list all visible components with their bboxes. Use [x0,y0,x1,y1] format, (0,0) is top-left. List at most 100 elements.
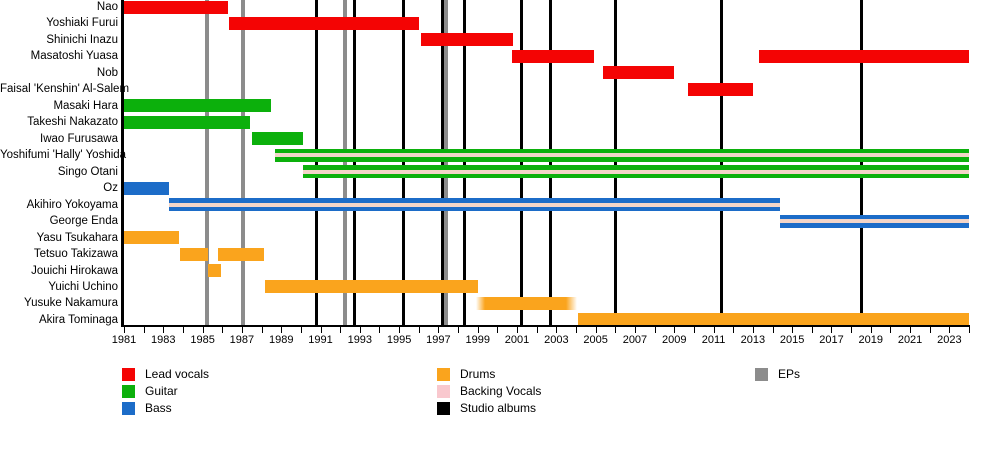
legend-label: Backing Vocals [460,384,542,398]
x-axis-tick-label: 2019 [858,334,883,346]
timeline-bar-bass [169,198,781,212]
member-name-label: Yoshifumi 'Hally' Yoshida [0,149,127,162]
x-axis-tick-label: 2005 [583,334,608,346]
timeline-bar-drums [265,280,478,294]
x-axis-tick [772,327,774,333]
timeline-bar-drums [180,247,209,261]
x-axis-tick [949,327,951,333]
x-axis-tick [300,327,302,333]
legend-label: Studio albums [460,401,537,415]
timeline-bar-lead_vocals [124,0,229,14]
x-axis-tick [261,327,263,333]
member-name-label: Jouichi Hirokawa [31,264,118,277]
timeline-bar-guitar [275,148,969,162]
x-axis-tick [595,327,597,333]
x-axis-tick-label: 1987 [229,334,255,346]
x-axis-tick [929,327,931,333]
x-axis-tick-label: 2021 [897,334,923,346]
x-axis-tick [241,327,243,333]
studio-album-line [548,0,552,325]
x-axis-tick-label: 2007 [622,334,648,346]
x-axis-tick-label: 2001 [504,334,530,346]
x-axis-tick [969,327,971,333]
x-axis-tick [634,327,636,333]
x-axis-tick [615,327,617,333]
studio-album-line [401,0,405,325]
backing-vocals-stripe [275,153,969,158]
x-axis-tick-label: 1985 [190,334,215,346]
member-name-label: Shinichi Inazu [46,33,118,46]
legend-label: Bass [145,401,172,415]
x-axis-tick [792,327,794,333]
legend-swatch [122,368,135,381]
timeline-bar-lead_vocals [688,82,753,96]
x-axis-tick [674,327,676,333]
x-axis-tick-label: 1993 [347,334,373,346]
x-axis-tick [438,327,440,333]
ep-release-line [204,0,209,325]
x-axis-tick-label: 2011 [701,334,726,346]
legend-label: Guitar [145,384,178,398]
x-axis-tick [575,327,577,333]
x-axis-tick [202,327,204,333]
timeline-bar-drums [577,313,969,327]
x-axis-tick [320,327,322,333]
x-axis-tick-label: 2023 [937,334,962,346]
legend-label: Drums [460,367,496,381]
x-axis-tick [851,327,853,333]
member-name-label: Nob [96,66,118,79]
legend-swatch [437,385,450,398]
timeline-bar-guitar [302,165,970,179]
x-axis-tick [418,327,420,333]
timeline-bar-lead_vocals [512,49,594,63]
x-axis-tick [870,327,872,333]
x-axis-tick [831,327,833,333]
timeline-bar-lead_vocals [603,66,675,80]
member-name-label: Yuichi Uchino [48,280,118,293]
studio-album-line [613,0,617,325]
x-axis-tick [517,327,519,333]
x-axis-tick [713,327,715,333]
x-axis-tick [143,327,145,333]
legend-swatch [122,385,135,398]
backing-vocals-stripe [302,169,970,174]
timeline-bar-drums [124,231,180,245]
backing-vocals-stripe [780,219,969,224]
x-axis-tick [654,327,656,333]
x-axis-tick-label: 2017 [819,334,844,346]
studio-album-line [860,0,864,325]
x-axis-tick [811,327,813,333]
legend-swatch [122,402,135,415]
x-axis-tick [733,327,735,333]
x-axis-tick [163,327,165,333]
backing-vocals-stripe [169,202,781,207]
y-axis-line [121,0,124,325]
studio-album-line [719,0,723,325]
legend-swatch [437,368,450,381]
member-name-label: Yusuke Nakamura [24,297,118,310]
x-axis-tick [536,327,538,333]
legend-swatch [437,402,450,415]
x-axis-tick [497,327,499,333]
x-axis-tick-label: 1995 [386,334,412,346]
timeline-bar-bass [780,214,969,228]
timeline-bar-lead_vocals [758,49,969,63]
x-axis-tick [379,327,381,333]
x-axis-tick [340,327,342,333]
studio-album-line [463,0,467,325]
x-axis-tick [182,327,184,333]
member-name-label: Masaki Hara [53,99,118,112]
studio-album-line [315,0,319,325]
ep-release-line [240,0,245,325]
timeline-bar-drums [475,296,577,310]
x-axis-tick [222,327,224,333]
member-name-label: Tetsuo Takizawa [33,248,118,261]
x-axis-tick-label: 1983 [151,334,176,346]
x-axis-tick [281,327,283,333]
x-axis-tick [359,327,361,333]
member-name-label: Masatoshi Yuasa [30,50,118,63]
legend-label: Lead vocals [145,367,210,381]
member-name-label: Singo Otani [57,165,118,178]
ep-release-line [444,0,449,325]
